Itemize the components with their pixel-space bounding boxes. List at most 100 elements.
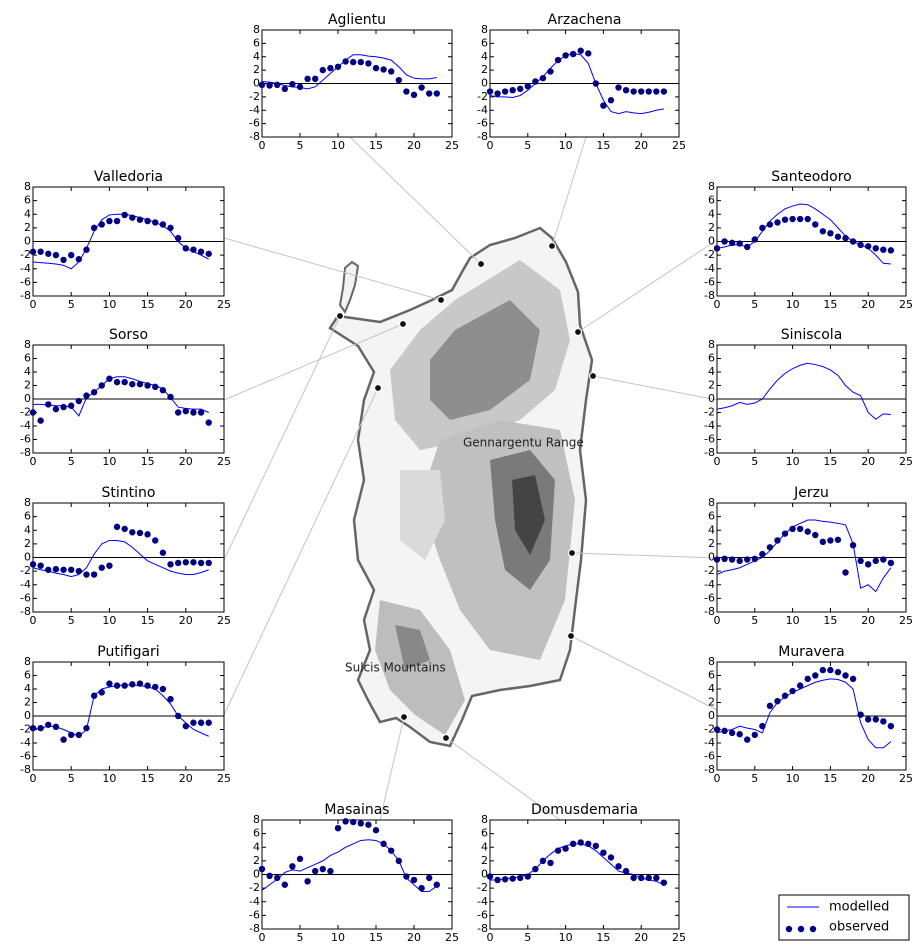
observed-point <box>137 381 143 387</box>
site-dot <box>438 297 445 304</box>
observed-point <box>91 389 97 395</box>
y-tick-label: 2 <box>708 221 715 234</box>
site-dot <box>375 385 382 392</box>
x-tick-label: 0 <box>30 455 37 468</box>
y-tick-label: 0 <box>708 235 715 248</box>
observed-point <box>714 556 720 562</box>
observed-point <box>835 537 841 543</box>
observed-point <box>721 728 727 734</box>
x-tick-label: 15 <box>596 139 610 152</box>
observed-point <box>373 65 379 71</box>
observed-point <box>198 409 204 415</box>
y-tick-label: 2 <box>253 854 260 867</box>
x-tick-label: 15 <box>141 614 155 627</box>
observed-point <box>805 528 811 534</box>
observed-point <box>578 48 584 54</box>
observed-point <box>114 682 120 688</box>
observed-point <box>30 725 36 731</box>
y-tick-label: -2 <box>20 248 31 261</box>
observed-point <box>638 88 644 94</box>
legend-label: observed <box>829 920 889 935</box>
observed-point <box>623 868 629 874</box>
x-tick-label: 10 <box>786 298 800 311</box>
observed-point <box>68 252 74 258</box>
x-tick-label: 5 <box>751 614 758 627</box>
observed-point <box>137 217 143 223</box>
x-tick-label: 5 <box>751 298 758 311</box>
x-tick-label: 15 <box>141 772 155 785</box>
y-tick-label: 6 <box>708 352 715 365</box>
x-tick-label: 20 <box>861 298 875 311</box>
observed-point <box>99 689 105 695</box>
observed-point <box>759 225 765 231</box>
observed-point <box>812 532 818 538</box>
x-tick-label: 0 <box>714 614 721 627</box>
observed-point <box>206 251 212 257</box>
y-tick-label: 0 <box>24 709 31 722</box>
x-tick-label: 0 <box>714 298 721 311</box>
x-tick-label: 0 <box>714 772 721 785</box>
y-tick-label: 8 <box>24 655 31 668</box>
y-tick-label: 8 <box>708 338 715 351</box>
observed-point <box>175 560 181 566</box>
observed-point <box>608 97 614 103</box>
y-tick-label: 6 <box>708 194 715 207</box>
x-tick-label: 15 <box>823 772 837 785</box>
observed-point <box>99 382 105 388</box>
observed-point <box>661 879 667 885</box>
observed-point <box>646 88 652 94</box>
observed-point <box>37 417 43 423</box>
x-tick-label: 10 <box>786 614 800 627</box>
observed-point <box>880 246 886 252</box>
observed-point <box>630 875 636 881</box>
observed-point <box>175 409 181 415</box>
observed-point <box>532 866 538 872</box>
observed-point <box>99 565 105 571</box>
observed-point <box>411 877 417 883</box>
observed-point <box>129 681 135 687</box>
observed-point <box>183 408 189 414</box>
x-tick-label: 25 <box>217 772 231 785</box>
observed-point <box>68 403 74 409</box>
connector <box>224 238 441 300</box>
x-tick-label: 20 <box>407 931 421 943</box>
x-tick-label: 25 <box>899 455 912 468</box>
panel: -8-6-4-2024680510152025Masainas <box>249 802 459 943</box>
y-tick-label: 4 <box>253 840 260 853</box>
observed-point <box>289 81 295 87</box>
panel-title: Jerzu <box>793 485 829 501</box>
observed-point <box>827 667 833 673</box>
y-tick-label: 0 <box>708 551 715 564</box>
observed-point <box>30 409 36 415</box>
observed-point <box>782 530 788 536</box>
observed-point <box>190 409 196 415</box>
y-tick-label: 2 <box>708 379 715 392</box>
observed-point <box>282 882 288 888</box>
observed-point <box>60 257 66 263</box>
observed-point <box>827 230 833 236</box>
y-tick-label: 6 <box>24 194 31 207</box>
observed-point <box>259 866 265 872</box>
observed-point <box>160 550 166 556</box>
observed-point <box>106 562 112 568</box>
observed-point <box>106 680 112 686</box>
observed-point <box>525 83 531 89</box>
x-tick-label: 20 <box>179 614 193 627</box>
observed-point <box>759 551 765 557</box>
x-tick-label: 5 <box>524 931 531 943</box>
observed-point <box>880 718 886 724</box>
observed-point <box>774 219 780 225</box>
y-tick-label: 6 <box>481 36 488 49</box>
legend-marker <box>798 926 804 932</box>
site-dot <box>569 550 576 557</box>
y-tick-label: -6 <box>704 750 715 763</box>
observed-point <box>502 88 508 94</box>
y-tick-label: -2 <box>704 564 715 577</box>
observed-point <box>835 234 841 240</box>
observed-point <box>206 419 212 425</box>
observed-point <box>615 84 621 90</box>
observed-point <box>562 52 568 58</box>
observed-point <box>547 860 553 866</box>
x-tick-label: 10 <box>102 455 116 468</box>
